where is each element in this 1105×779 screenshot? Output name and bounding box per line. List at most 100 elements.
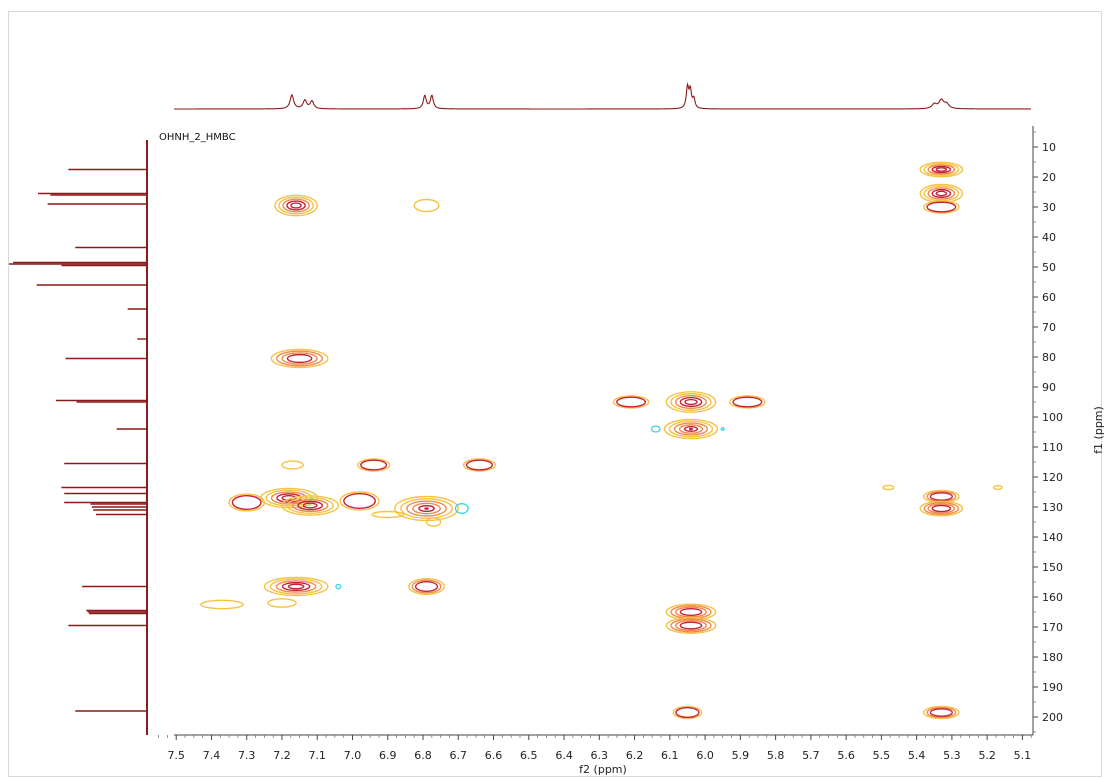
x-tick-label: 5.3	[943, 749, 961, 762]
x-tick-label: 6.3	[591, 749, 609, 762]
contour-peak	[371, 510, 405, 519]
contour-peak	[919, 500, 964, 517]
contour-peak	[281, 352, 318, 365]
contour-peak	[270, 348, 329, 369]
contour-peak	[343, 493, 376, 509]
contour-peak	[927, 503, 956, 514]
contour-peak	[411, 579, 442, 594]
contour-peak	[929, 708, 953, 717]
contour-peak	[926, 201, 957, 213]
contour-peak	[274, 194, 318, 217]
contour-peak	[665, 617, 717, 635]
contour-peak	[612, 395, 650, 409]
y-tick-label: 150	[1042, 561, 1063, 574]
x-tick-label: 6.4	[555, 749, 573, 762]
contour-peak	[674, 619, 707, 632]
y-tick-label: 50	[1042, 261, 1056, 274]
y-tick-label: 110	[1042, 441, 1063, 454]
y-tick-label: 190	[1042, 681, 1063, 694]
contour-peak	[931, 188, 952, 199]
contour-peak	[929, 492, 953, 501]
contour-peak	[267, 598, 297, 608]
y-tick-label: 160	[1042, 591, 1063, 604]
contour-peak	[424, 507, 429, 510]
contour-peak	[286, 353, 313, 364]
f2-projection	[174, 82, 1031, 110]
contour-peak	[414, 580, 439, 593]
contour-peak	[286, 497, 334, 514]
contour-peak	[670, 393, 712, 411]
x-tick-label: 7.4	[203, 749, 221, 762]
contour-peak	[683, 426, 699, 433]
y-tick-label: 120	[1042, 471, 1063, 484]
contour-peak	[462, 458, 496, 472]
contour-peak	[425, 517, 442, 527]
contour-peak	[679, 607, 703, 617]
contour-peak	[231, 495, 262, 511]
x-tick-label: 6.9	[379, 749, 397, 762]
negative-contour	[335, 583, 342, 590]
contour-peak	[919, 183, 964, 204]
y-tick-label: 200	[1042, 711, 1063, 724]
x-tick-label: 6.2	[626, 749, 644, 762]
x-tick-label: 7.3	[238, 749, 256, 762]
y-tick-label: 80	[1042, 351, 1056, 364]
contour-peak	[665, 391, 717, 413]
contour-peak	[408, 578, 445, 596]
contour-peak	[927, 187, 956, 200]
contour-peak	[923, 501, 960, 516]
f2-projection-trace	[174, 82, 1031, 110]
contour-peak	[276, 350, 324, 367]
x-tick-label: 6.8	[414, 749, 432, 762]
contour-peak	[413, 198, 440, 213]
contour-peak	[670, 618, 712, 633]
contour-peak	[339, 491, 380, 511]
contour-peak	[674, 394, 707, 410]
x-tick-label: 7.0	[344, 749, 362, 762]
contour-peak	[287, 583, 305, 590]
contour-peak	[406, 500, 447, 517]
contour-peak	[919, 161, 964, 178]
y-tick-label: 10	[1042, 141, 1056, 154]
contour-peak	[292, 498, 329, 513]
x-tick-label: 6.1	[661, 749, 679, 762]
contour-peak	[418, 504, 435, 513]
contour-peak	[357, 458, 391, 472]
contour-layer	[200, 161, 1003, 720]
x-tick-label: 5.5	[873, 749, 891, 762]
contour-peak	[679, 621, 703, 630]
contour-peak	[360, 459, 388, 471]
x-tick-label: 5.7	[802, 749, 820, 762]
y-tick-label: 70	[1042, 321, 1056, 334]
negative-contour	[720, 427, 725, 431]
contour-peak	[935, 190, 948, 197]
contour-peak	[935, 167, 948, 172]
contour-peak	[675, 706, 700, 719]
contour-peak	[281, 495, 297, 502]
contour-peak	[663, 418, 719, 440]
x-tick-label: 5.6	[837, 749, 855, 762]
y-tick-label: 100	[1042, 411, 1063, 424]
negative-contour	[454, 503, 469, 514]
x-tick-label: 7.5	[167, 749, 185, 762]
contour-peak	[465, 459, 493, 471]
x-tick-label: 5.4	[908, 749, 926, 762]
y-tick-label: 170	[1042, 621, 1063, 634]
y-tick-label: 30	[1042, 201, 1056, 214]
y-tick-label: 140	[1042, 531, 1063, 544]
x-tick-label: 7.2	[273, 749, 291, 762]
contour-peak	[674, 606, 707, 618]
contour-peak	[927, 164, 956, 175]
x-tick-label: 7.1	[308, 749, 326, 762]
contour-peak	[684, 398, 698, 406]
y-tick-label: 20	[1042, 171, 1056, 184]
plot-title: OHNH_2_HMBC	[159, 132, 236, 143]
contour-peak	[688, 427, 694, 431]
x-tick-label: 5.2	[978, 749, 996, 762]
contour-peak	[286, 200, 306, 211]
contour-peak	[668, 420, 714, 438]
contour-peak	[732, 396, 763, 408]
contour-peak	[297, 500, 324, 511]
contour-peak	[931, 165, 952, 174]
